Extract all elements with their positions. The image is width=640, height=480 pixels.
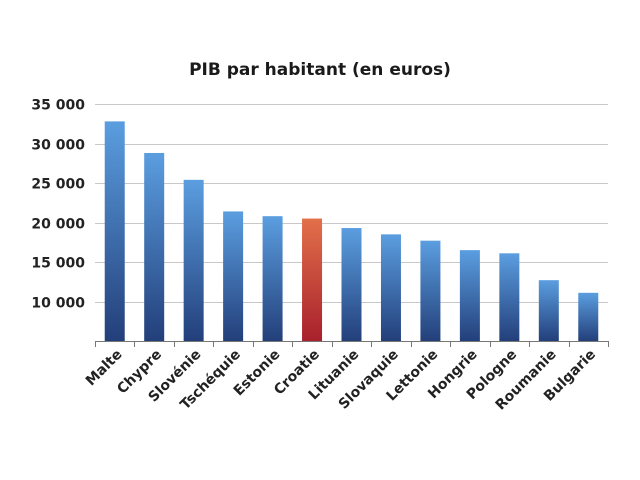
- bar-slovaquie: [380, 234, 401, 341]
- bar-hongrie: [459, 250, 480, 341]
- bar-bulgarie: [578, 292, 599, 341]
- bar-malte: [104, 121, 125, 341]
- bar-roumanie: [538, 280, 559, 341]
- bar-estonie: [262, 216, 283, 341]
- bar-lettonie: [420, 240, 441, 341]
- bar-slovénie: [183, 179, 204, 341]
- y-tick-label: 20 000: [31, 217, 85, 233]
- y-tick-label: 10 000: [31, 296, 85, 312]
- bar-croatie: [302, 218, 323, 341]
- bar-chypre: [144, 152, 165, 341]
- y-tick-label: 25 000: [31, 177, 85, 193]
- y-tick-label: 30 000: [31, 138, 85, 154]
- y-tick-label: 15 000: [31, 256, 85, 272]
- bar-tschéquie: [223, 211, 244, 341]
- chart-title: PIB par habitant (en euros): [189, 60, 451, 80]
- bar-pologne: [499, 253, 520, 341]
- bar-lituanie: [341, 228, 362, 341]
- y-tick-label: 35 000: [31, 98, 85, 114]
